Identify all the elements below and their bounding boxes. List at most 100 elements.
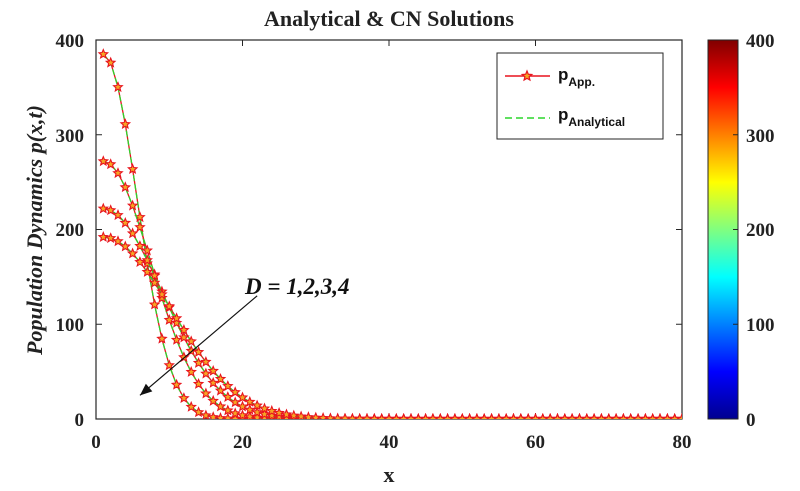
y-tick-label: 300 [56, 126, 85, 147]
legend: pApp. pAnalytical [496, 52, 664, 140]
data-point-D4 [229, 386, 241, 398]
data-point-D2 [200, 387, 212, 399]
data-point-D3 [170, 316, 183, 328]
series-layer [97, 48, 682, 419]
data-point-D4 [280, 408, 293, 419]
colorbar-tick-label: 300 [746, 126, 775, 147]
data-point-D2 [192, 378, 205, 389]
colorbar-tick-label: 200 [746, 220, 775, 241]
legend-box [496, 52, 664, 140]
data-point-D1 [163, 359, 175, 371]
x-tick-label: 40 [380, 432, 399, 453]
colorbar-tick-label: 0 [746, 410, 756, 431]
y-axis-label: Population Dynamics p(x,t) [22, 105, 47, 356]
data-point-D1 [156, 332, 168, 344]
data-point-D3 [104, 204, 117, 216]
colorbar-tick-label: 400 [746, 31, 775, 52]
data-point-D4 [97, 231, 110, 242]
data-point-D4 [192, 346, 205, 358]
legend-marker-app [520, 69, 534, 82]
data-point-D1 [170, 378, 183, 390]
legend-label-analytical: pAnalytical [558, 105, 625, 129]
data-point-D4 [148, 276, 161, 288]
legend-label-app: pApp. [558, 65, 595, 89]
data-point-D4 [207, 364, 219, 376]
x-axis-label: x [384, 462, 395, 487]
data-point-D3 [112, 209, 124, 221]
y-tick-label: 0 [75, 410, 85, 431]
data-point-D1 [200, 409, 212, 419]
data-point-D4 [163, 300, 175, 312]
annotation-arrow [139, 295, 258, 396]
data-point-D4 [126, 247, 139, 259]
colorbar-ticks [733, 39, 738, 420]
legend-star-marker [520, 69, 534, 82]
x-tick-label: 60 [526, 432, 545, 453]
data-point-D3 [119, 216, 132, 228]
colorbar-tick-label: 100 [746, 315, 775, 336]
data-point-D4 [222, 380, 234, 391]
data-point-D2 [156, 291, 168, 303]
annotation: D = 1,2,3,4 [139, 274, 349, 396]
x-tick-label: 0 [91, 432, 101, 453]
x-tick-label: 20 [233, 432, 252, 453]
data-point-D2 [229, 407, 241, 419]
colorbar: 0 100 200 300 400 [707, 31, 775, 431]
data-point-D2 [112, 167, 124, 179]
data-point-D2 [222, 404, 234, 416]
x-tick-label: 80 [673, 432, 692, 453]
data-point-D4 [170, 312, 183, 324]
data-point-D1 [126, 163, 139, 175]
data-point-D2 [236, 409, 249, 419]
data-point-D2 [134, 221, 146, 233]
data-point-D4 [214, 372, 227, 384]
chart-title: Analytical & CN Solutions [264, 6, 514, 31]
data-point-D2 [141, 244, 153, 256]
data-point-D1 [178, 392, 190, 404]
data-point-D4 [141, 265, 153, 277]
data-point-D3 [207, 376, 219, 388]
data-point-D4 [258, 402, 271, 414]
data-point-D4 [185, 335, 197, 347]
data-point-D4 [676, 412, 682, 419]
data-point-D4 [295, 410, 307, 419]
data-point-D4 [178, 324, 190, 335]
data-point-D1 [112, 81, 124, 93]
data-point-D4 [134, 256, 146, 267]
data-point-D1 [207, 411, 219, 419]
data-point-D3 [134, 240, 146, 252]
legend-entry-app: pApp. [505, 65, 595, 89]
data-point-D2 [244, 410, 256, 419]
data-point-D4 [273, 406, 285, 418]
data-point-D2 [185, 365, 197, 377]
annotation-arrowhead [139, 383, 153, 396]
data-point-D4 [112, 235, 124, 247]
data-point-D1 [148, 298, 161, 310]
data-point-D3 [214, 384, 227, 396]
y-tick-label: 400 [56, 31, 85, 52]
data-point-D2 [126, 199, 139, 211]
data-point-D4 [288, 409, 300, 419]
y-tick-label: 100 [56, 315, 85, 336]
data-point-D3 [266, 409, 278, 419]
data-point-D1 [185, 400, 197, 412]
data-point-D4 [266, 404, 278, 416]
data-point-D3 [244, 403, 256, 415]
data-point-D3 [97, 202, 110, 214]
data-point-D3 [229, 396, 241, 408]
data-point-D2 [214, 400, 227, 412]
data-point-D3 [251, 406, 263, 418]
data-point-D4 [236, 391, 249, 403]
data-point-D4 [156, 288, 168, 300]
data-point-D2 [163, 314, 175, 325]
data-point-D3 [200, 367, 212, 379]
data-point-D2 [119, 181, 132, 193]
data-point-D4 [119, 240, 132, 252]
data-point-D3 [141, 254, 153, 266]
annotation-text: D = 1,2,3,4 [244, 274, 349, 299]
y-tick-labels: 0 100 200 300 400 [56, 31, 85, 431]
legend-entry-analytical: pAnalytical [505, 105, 625, 129]
data-point-D1 [97, 48, 110, 60]
data-point-D1 [104, 56, 117, 68]
